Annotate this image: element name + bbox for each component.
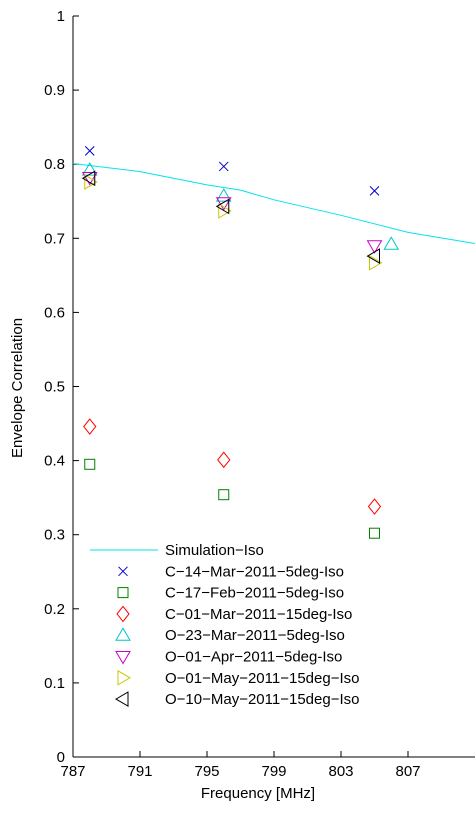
data-point (369, 254, 383, 271)
legend-marker-symbol (117, 669, 131, 686)
data-point (84, 174, 98, 190)
legend-label: C−14−Mar−2011−5deg-Iso (165, 563, 344, 580)
legend-item: O−23−Mar−2011−5deg-Iso (115, 627, 345, 644)
legend-item: C−01−Mar−2011−15deg-Iso (116, 605, 352, 623)
data-point (369, 186, 380, 196)
legend: Simulation−Iso C−14−Mar−2011−5deg-Iso C−17… (90, 542, 359, 708)
x-axis-label: Frequency [MHz] (201, 785, 315, 802)
legend-label: O−23−Mar−2011−5deg-Iso (165, 627, 345, 644)
legend-item: O−10−May−2011−15deg−Iso (115, 691, 359, 708)
legend-marker-symbol (116, 605, 130, 623)
y-tick-label: 0.2 (44, 601, 65, 618)
y-tick-label: 0.1 (44, 675, 65, 692)
data-point (366, 240, 383, 254)
y-tick-label: 0.7 (44, 230, 65, 247)
data-point (215, 198, 230, 215)
legend-item: Simulation−Iso (90, 542, 264, 559)
legend-marker-symbol (115, 627, 131, 641)
series-5 (81, 172, 383, 254)
series-3 (83, 418, 382, 515)
x-tick-label: 803 (328, 763, 353, 780)
y-tick-label: 0.3 (44, 527, 65, 544)
data-point (215, 188, 232, 202)
data-point (215, 197, 232, 211)
y-tick-label: 0 (57, 749, 65, 766)
y-axis-label: Envelope Correlation (9, 318, 26, 458)
series-0 (72, 163, 475, 244)
data-point (218, 489, 230, 501)
axes: 0 0.1 0.2 0.3 0.4 0.5 0.6 0.7 0.8 0.9 1 787 791 795 79… (44, 8, 475, 780)
x-tick-label: 791 (127, 763, 152, 780)
series-1 (84, 146, 380, 196)
legend-label: Simulation−Iso (165, 542, 264, 559)
y-tick-label: 0.9 (44, 82, 65, 99)
data-point (218, 161, 229, 172)
legend-marker-symbol (118, 566, 128, 577)
series-layer (72, 146, 475, 539)
series-6 (84, 174, 383, 271)
y-tick-label: 1 (57, 8, 65, 25)
data-point (81, 170, 96, 187)
series-2 (84, 458, 380, 539)
data-point (84, 146, 95, 156)
data-point (81, 162, 98, 176)
legend-label: O−10−May−2011−15deg−Iso (165, 691, 359, 708)
data-point (81, 172, 98, 186)
data-point (84, 458, 96, 470)
y-tick-label: 0.4 (44, 453, 65, 470)
data-point (367, 498, 382, 515)
legend-item: C−17−Feb−2011−5deg-Iso (117, 585, 344, 602)
legend-label: O−01−May−2011−15deg−Iso (165, 670, 359, 687)
legend-label: O−01−Apr−2011−5deg-Iso (165, 649, 342, 666)
legend-item: O−01−Apr−2011−5deg-Iso (115, 649, 342, 666)
x-tick-label: 799 (261, 763, 286, 780)
data-point (366, 248, 380, 264)
y-tick-label: 0.5 (44, 379, 65, 396)
y-tick-label: 0.8 (44, 156, 65, 173)
legend-item: O−01−May−2011−15deg−Iso (117, 669, 359, 687)
x-tick-label: 795 (194, 763, 219, 780)
y-tick-label: 0.6 (44, 304, 65, 321)
legend-marker-symbol (115, 691, 129, 707)
data-point (218, 203, 232, 219)
data-point (383, 236, 400, 250)
series-7 (81, 170, 380, 264)
data-point (217, 451, 231, 469)
legend-marker-symbol (115, 651, 131, 665)
data-point (369, 527, 380, 539)
legend-marker-symbol (117, 587, 129, 599)
series-4 (81, 162, 400, 250)
legend-item: C−14−Mar−2011−5deg-Iso (118, 563, 344, 580)
legend-label: C−17−Feb−2011−5deg-Iso (165, 585, 344, 602)
legend-label: C−01−Mar−2011−15deg-Iso (165, 606, 352, 623)
x-tick-label: 787 (60, 763, 85, 780)
simulation-line (72, 163, 475, 244)
data-point (83, 418, 97, 435)
x-tick-label: 807 (395, 763, 420, 780)
